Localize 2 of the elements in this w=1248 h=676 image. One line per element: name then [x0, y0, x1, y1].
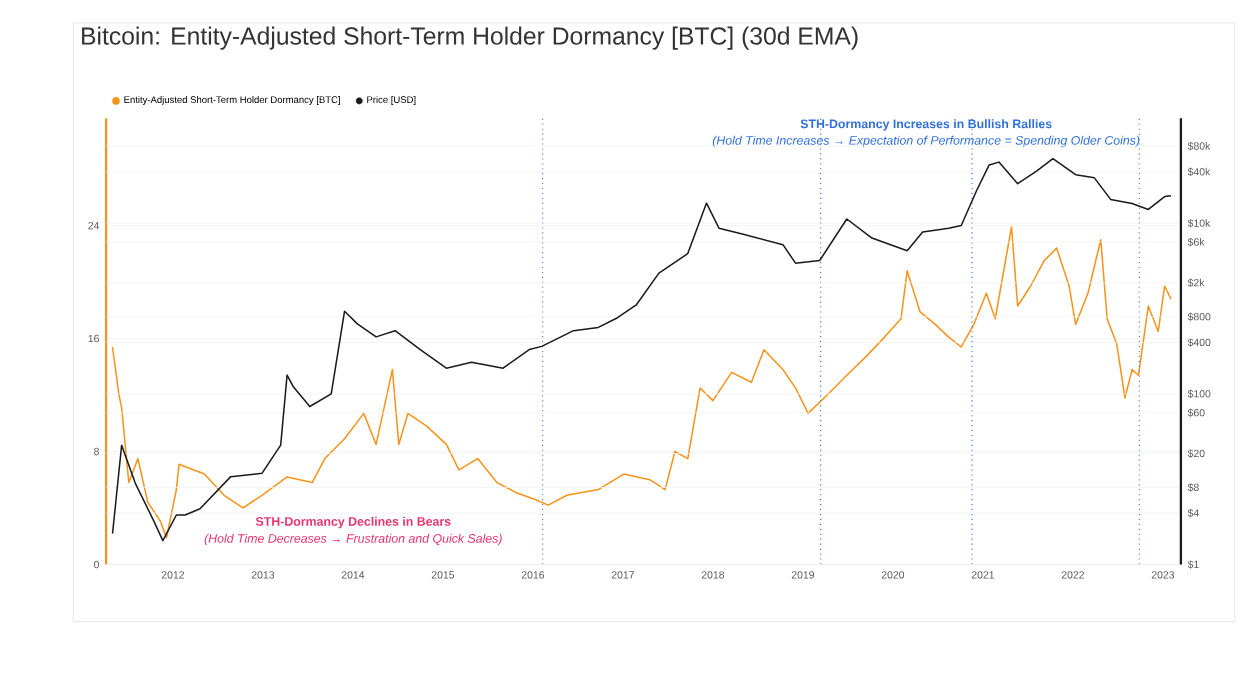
line-series [111, 158, 1172, 542]
chart-title: Bitcoin: Entity-Adjusted Short-Term Holder Dormancy [BTC] (30d EMA) [82, 27, 858, 51]
